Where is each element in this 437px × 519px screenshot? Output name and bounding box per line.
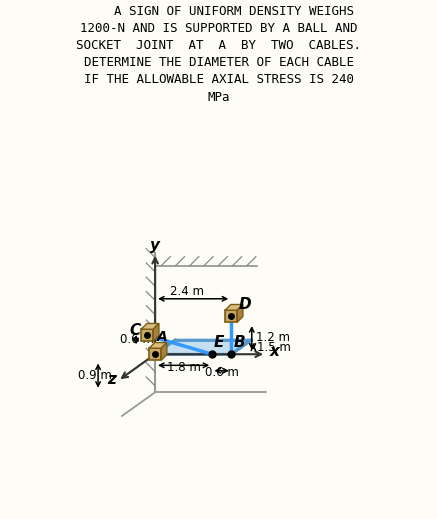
Text: 1.2 m: 1.2 m: [256, 332, 290, 345]
Text: B: B: [234, 335, 245, 350]
Polygon shape: [155, 340, 251, 354]
Polygon shape: [161, 343, 167, 360]
Text: D: D: [239, 297, 252, 312]
Bar: [225, 310, 237, 322]
Text: 0.6 m: 0.6 m: [205, 366, 239, 379]
Text: z: z: [107, 372, 116, 387]
Text: C: C: [130, 323, 141, 337]
Bar: [149, 348, 161, 360]
Polygon shape: [237, 305, 243, 322]
Polygon shape: [153, 323, 159, 341]
Polygon shape: [141, 323, 159, 329]
Polygon shape: [225, 305, 243, 310]
Text: 1.8 m: 1.8 m: [166, 361, 201, 374]
Bar: [141, 329, 153, 341]
Polygon shape: [149, 343, 167, 348]
Text: 0.6 m: 0.6 m: [120, 333, 153, 346]
Text: 1.5 m: 1.5 m: [257, 340, 291, 353]
Text: A: A: [157, 330, 167, 344]
Text: 0.9 m: 0.9 m: [79, 369, 112, 382]
Text: A SIGN OF UNIFORM DENSITY WEIGHS
1200-N AND IS SUPPORTED BY A BALL AND
SOCKET  J: A SIGN OF UNIFORM DENSITY WEIGHS 1200-N …: [76, 5, 361, 104]
Text: y: y: [150, 238, 160, 253]
Text: 2.4 m: 2.4 m: [170, 285, 204, 298]
Text: x: x: [269, 344, 279, 359]
Text: E: E: [214, 335, 224, 350]
